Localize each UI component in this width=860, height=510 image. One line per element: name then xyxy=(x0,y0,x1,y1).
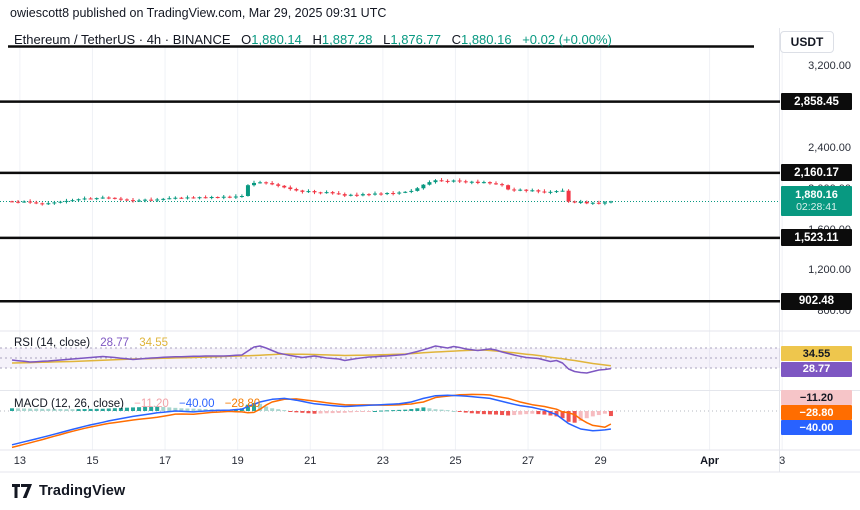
high-value: 1,887.28 xyxy=(321,32,373,47)
macd-title: MACD (12, 26, close) xyxy=(14,398,124,410)
close-value: 1,880.16 xyxy=(460,32,512,47)
x-tick-label: 17 xyxy=(158,455,172,467)
open-key: O xyxy=(241,32,252,47)
x-tick-label: 23 xyxy=(376,455,389,467)
level-badge: 1,523.11 xyxy=(781,229,852,247)
x-tick-label: 21 xyxy=(304,455,317,467)
x-tick-label: 25 xyxy=(449,455,462,467)
candlesticks xyxy=(10,178,613,206)
rsi-ma-line xyxy=(11,349,611,367)
rsi-title: RSI (14, close) xyxy=(14,337,91,349)
rsi-band xyxy=(0,348,780,368)
bar-countdown: 02:28:41 xyxy=(796,201,837,214)
level-badge: 2,160.17 xyxy=(781,164,852,182)
rsi-ma-value: 34.55 xyxy=(139,337,169,349)
macd-pane-label[interactable]: MACD (12, 26, close) −11.20 −40.00 −28.8… xyxy=(14,398,260,410)
tradingview-logo[interactable]: TradingView xyxy=(12,483,125,499)
rsi-pane-label[interactable]: RSI (14, close) 28.77 34.55 xyxy=(14,337,168,349)
x-tick-label: 15 xyxy=(86,455,99,467)
last-price-badge: 1,880.16 02:28:41 xyxy=(781,186,852,216)
change-value: +0.02 (+0.00%) xyxy=(522,32,612,47)
symbol-title[interactable]: Ethereum / TetherUS · 4h · BINANCE xyxy=(14,32,231,47)
macd-signal-value: −28.80 xyxy=(224,398,261,410)
price-tick-label: 2,400.00 xyxy=(808,141,851,154)
gridlines xyxy=(19,46,783,450)
rsi-value: 28.77 xyxy=(100,337,130,349)
low-key: L xyxy=(383,32,391,47)
macd-line-value: −40.00 xyxy=(178,398,215,410)
high-key: H xyxy=(312,32,322,47)
tradingview-mark-icon xyxy=(12,484,32,498)
tradingview-wordmark: TradingView xyxy=(39,483,126,499)
x-tick-label: 13 xyxy=(13,455,26,467)
x-tick-label: 27 xyxy=(521,455,535,467)
rsi-ma-badge: 34.55 xyxy=(781,346,852,361)
price-tick-label: 1,200.00 xyxy=(808,264,851,277)
rsi-line xyxy=(11,345,612,374)
currency-label[interactable]: USDT xyxy=(780,31,834,53)
close-key: C xyxy=(451,32,461,47)
price-tick-label: 3,200.00 xyxy=(808,60,851,73)
x-tick-label: 29 xyxy=(594,455,607,467)
chart-area[interactable]: Ethereum / TetherUS · 4h · BINANCE O1,88… xyxy=(0,28,860,473)
level-badge: 2,858.45 xyxy=(781,93,852,111)
macd-hist-badge: −11.20 xyxy=(781,390,852,405)
level-badge: 902.48 xyxy=(781,292,852,310)
last-price-value: 1,880.16 xyxy=(795,188,838,201)
macd-signal-badge: −28.80 xyxy=(781,405,852,420)
symbol-header: Ethereum / TetherUS · 4h · BINANCE O1,88… xyxy=(14,32,612,47)
macd-hist-value: −11.20 xyxy=(134,398,169,410)
low-value: 1,876.77 xyxy=(390,32,441,47)
rsi-badge: 28.77 xyxy=(781,361,852,377)
x-tick-label: 3 xyxy=(779,455,786,467)
x-tick-label: Apr xyxy=(700,455,720,467)
attribution-text: owiescott8 published on TradingView.com,… xyxy=(10,6,387,20)
open-value: 1,880.14 xyxy=(251,32,302,47)
macd-line-badge: −40.00 xyxy=(781,420,852,435)
x-tick-label: 19 xyxy=(231,455,244,467)
